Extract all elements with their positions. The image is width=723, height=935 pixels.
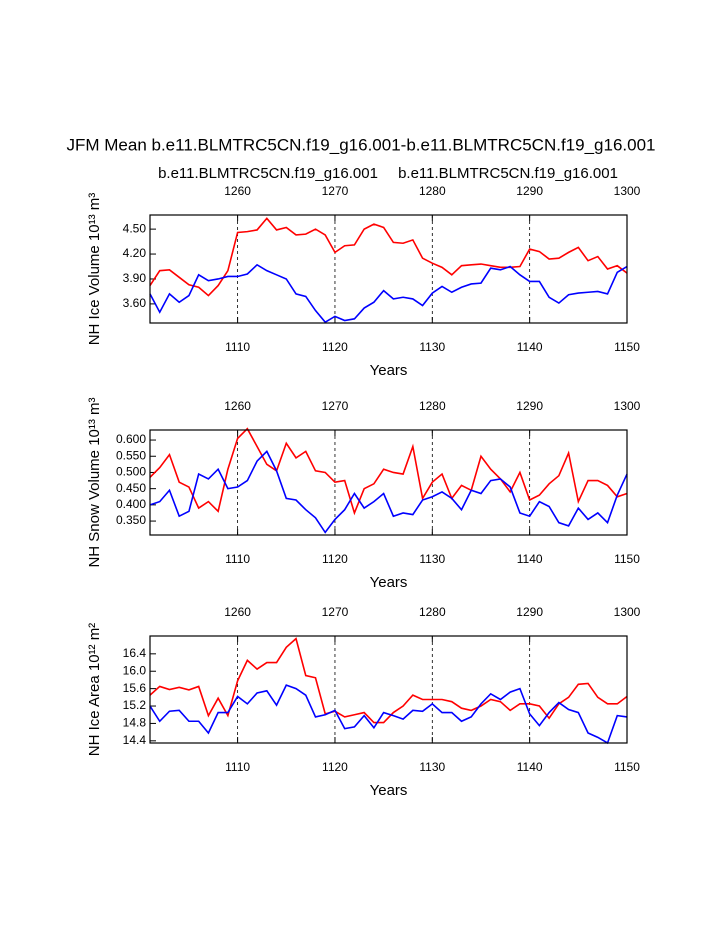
x2-tick-label: 1300	[614, 605, 641, 619]
x-tick-label: 1130	[419, 552, 445, 566]
series-line	[149, 684, 628, 745]
x2-tick-label: 1270	[322, 399, 349, 413]
x-tick-label: 1140	[517, 340, 543, 354]
y-tick-label: 0.450	[116, 481, 146, 495]
x-tick-label: 1120	[322, 340, 348, 354]
subtitle: b.e11.BLMTRC5CN.f19_g16.001	[158, 165, 378, 182]
y-axis-label: NH Snow Volume 10¹³ m³	[86, 397, 103, 567]
y-tick-label: 14.8	[123, 716, 147, 730]
subtitle: b.e11.BLMTRC5CN.f19_g16.001	[398, 165, 618, 182]
x2-tick-label: 1280	[419, 184, 446, 198]
x2-tick-label: 1270	[322, 184, 349, 198]
x-tick-label: 1140	[517, 552, 543, 566]
y-tick-label: 16.4	[123, 646, 147, 660]
series-line	[149, 217, 628, 297]
x-tick-label: 1110	[225, 340, 250, 354]
x2-tick-label: 1300	[614, 399, 641, 413]
x-tick-label: 1120	[322, 760, 348, 774]
y-tick-label: 0.400	[116, 497, 146, 511]
y-tick-label: 16.0	[123, 663, 147, 677]
x2-tick-label: 1290	[516, 184, 543, 198]
x-tick-label: 1120	[322, 552, 348, 566]
plot-frame	[149, 635, 628, 744]
x2-tick-label: 1280	[419, 605, 446, 619]
plot-frame	[149, 214, 628, 324]
x-tick-label: 1110	[225, 552, 250, 566]
y-axis-label: NH Ice Volume 10¹³ m³	[86, 193, 103, 346]
x-axis-label: Years	[370, 782, 408, 799]
y-tick-label: 0.600	[116, 432, 146, 446]
x2-tick-label: 1260	[224, 184, 251, 198]
x-tick-label: 1110	[225, 760, 250, 774]
y-tick-label: 0.350	[116, 513, 146, 527]
x2-tick-label: 1260	[224, 399, 251, 413]
x2-tick-label: 1280	[419, 399, 446, 413]
y-tick-label: 3.60	[123, 296, 147, 310]
x2-tick-label: 1260	[224, 605, 251, 619]
x-axis-label: Years	[370, 574, 408, 591]
plot-frame	[149, 429, 628, 536]
x2-tick-label: 1300	[614, 184, 641, 198]
x-tick-label: 1150	[614, 340, 640, 354]
y-tick-label: 15.6	[123, 681, 147, 695]
series-line	[149, 427, 628, 516]
chart-title: JFM Mean b.e11.BLMTRC5CN.f19_g16.001-b.e…	[66, 135, 655, 154]
series-line	[149, 450, 628, 534]
series-line	[149, 637, 628, 724]
y-axis-label: NH Ice Area 10¹² m²	[86, 623, 103, 756]
x-tick-label: 1130	[419, 760, 445, 774]
y-tick-label: 3.90	[123, 271, 147, 285]
x2-tick-label: 1290	[516, 605, 543, 619]
y-tick-label: 15.2	[123, 698, 147, 712]
x-tick-label: 1150	[614, 552, 640, 566]
y-tick-label: 0.550	[116, 448, 146, 462]
x-tick-label: 1130	[419, 340, 445, 354]
x2-tick-label: 1290	[516, 399, 543, 413]
y-tick-label: 0.500	[116, 465, 146, 479]
y-tick-label: 4.50	[123, 221, 147, 235]
x-tick-label: 1150	[614, 760, 640, 774]
x2-tick-label: 1270	[322, 605, 349, 619]
y-tick-label: 4.20	[123, 246, 147, 260]
series-line	[149, 263, 628, 324]
x-axis-label: Years	[370, 362, 408, 379]
x-tick-label: 1140	[517, 760, 543, 774]
y-tick-label: 14.4	[123, 733, 147, 747]
